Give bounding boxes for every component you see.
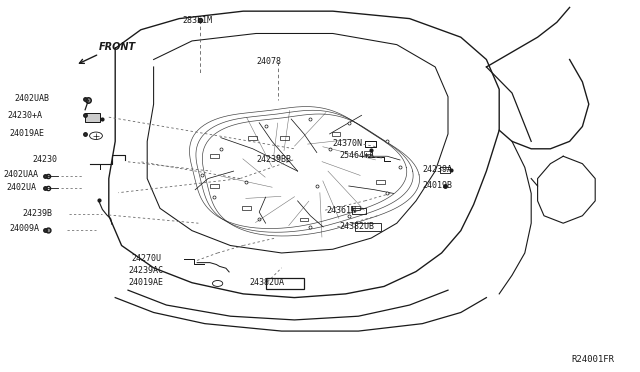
Bar [364, 151, 372, 154]
Text: FRONT: FRONT [99, 42, 136, 52]
Text: 24230+A: 24230+A [8, 111, 43, 120]
Text: 24019AE: 24019AE [10, 129, 45, 138]
Text: 2402UAA: 2402UAA [3, 170, 38, 179]
Text: 24019B: 24019B [422, 182, 452, 190]
Text: 24382UA: 24382UA [250, 278, 285, 287]
Text: R24001FR: R24001FR [572, 355, 614, 364]
Text: 24239AC: 24239AC [128, 266, 163, 275]
Text: 28351M: 28351M [182, 16, 212, 25]
Text: 2402UA: 2402UA [6, 183, 36, 192]
Text: 24078: 24078 [256, 57, 281, 66]
Text: 24009A: 24009A [10, 224, 40, 233]
Bar [376, 180, 385, 184]
Text: 24370N: 24370N [333, 139, 363, 148]
Text: 24270U: 24270U [131, 254, 161, 263]
Bar [300, 218, 308, 221]
Bar [210, 154, 219, 158]
Text: 24239A: 24239A [422, 165, 452, 174]
Bar [242, 206, 251, 210]
Bar [210, 184, 219, 188]
Bar [355, 223, 381, 231]
Text: 24382UB: 24382UB [339, 222, 374, 231]
Bar [332, 132, 340, 136]
Bar [248, 136, 257, 140]
Bar [351, 206, 360, 210]
Text: 24019AE: 24019AE [128, 278, 163, 287]
Text: 24239B: 24239B [22, 209, 52, 218]
Text: 25464+A: 25464+A [339, 151, 374, 160]
Bar [266, 278, 304, 289]
Bar [280, 136, 289, 140]
Bar [85, 113, 100, 122]
Text: 2402UAB: 2402UAB [14, 94, 49, 103]
Text: 24239BB: 24239BB [256, 155, 291, 164]
Text: 24361N: 24361N [326, 206, 356, 215]
Text: 24230: 24230 [32, 155, 57, 164]
